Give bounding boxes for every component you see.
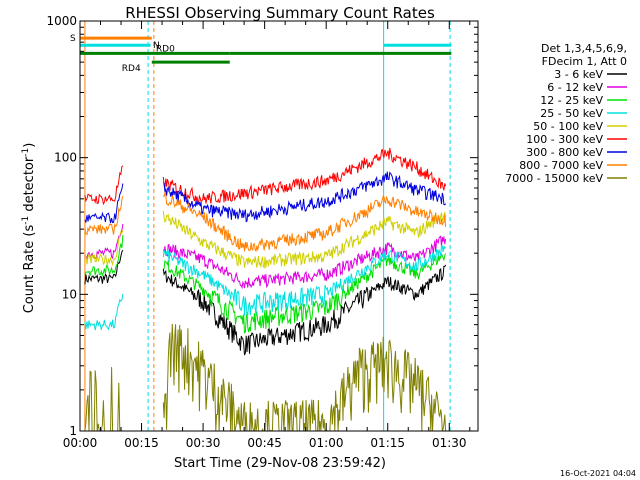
- y-tick-label: 1000: [46, 14, 77, 28]
- legend-label-6: 300 - 800 keV: [526, 146, 603, 159]
- y-axis-label-end: ): [22, 143, 37, 148]
- axes: 1 10 100 1000 00:00 00:15 00:30 00:45 01:00 01:15…: [46, 14, 479, 450]
- x-tick-label: 00:15: [124, 436, 159, 450]
- plot-area: [84, 21, 451, 431]
- series-1: [84, 223, 447, 290]
- series-7: [84, 191, 447, 253]
- legend: Det 1,3,4,5,6,9, FDecim 1, Att 0 3 - 6 k…: [505, 42, 627, 185]
- series-2: [84, 234, 447, 334]
- flag-RD4-label: RD4: [122, 64, 141, 74]
- series-4-line-b: [162, 210, 447, 269]
- series-5-line-a: [84, 165, 124, 206]
- series-8: [84, 323, 447, 432]
- plot-frame: [79, 20, 479, 432]
- series-1-line-b: [162, 235, 447, 290]
- flag-N-label: N: [153, 41, 160, 51]
- series-2-line-b: [163, 252, 447, 334]
- series-8-line-b: [162, 323, 447, 432]
- series-4-line-a: [84, 230, 124, 267]
- x-tick-label: 01:15: [370, 436, 405, 450]
- legend-label-3: 25 - 50 keV: [540, 107, 603, 120]
- series-5: [84, 147, 447, 206]
- series-3: [84, 244, 447, 331]
- flag-RD0-label: RD0: [156, 44, 175, 54]
- series-0-line-a: [84, 249, 124, 285]
- y-axis-label: Count Rate (s-1 detector-1): [21, 143, 37, 314]
- series-7-line-b: [162, 191, 447, 253]
- x-tick-label: 00:00: [63, 436, 98, 450]
- y-axis-label-sup2: -1: [21, 148, 31, 157]
- series-2-line-a: [84, 234, 124, 277]
- series-5-line-b: [162, 147, 447, 204]
- timestamp: 16-Oct-2021 04:04: [560, 469, 636, 478]
- y-tick-label: 10: [62, 287, 77, 301]
- series-6-line-a: [84, 183, 124, 224]
- flag-S-label: S: [70, 34, 76, 44]
- y-axis-label-sup: -1: [21, 216, 31, 225]
- y-tick-label: 1: [69, 424, 77, 438]
- x-tick-label: 00:30: [186, 436, 221, 450]
- legend-header-2: FDecim 1, Att 0: [542, 55, 627, 68]
- legend-label-4: 50 - 100 keV: [533, 120, 603, 133]
- legend-label-1: 6 - 12 keV: [547, 81, 603, 94]
- series-1-line-a: [84, 223, 124, 260]
- series-4: [84, 210, 447, 269]
- series-group: [84, 147, 447, 432]
- legend-header-1: Det 1,3,4,5,6,9,: [541, 42, 627, 55]
- series-6-line-b: [163, 171, 447, 223]
- x-axis-label: Start Time (29-Nov-08 23:59:42): [174, 456, 386, 471]
- chart-title: RHESSI Observing Summary Count Rates: [125, 4, 435, 22]
- legend-label-7: 800 - 7000 keV: [519, 159, 603, 172]
- series-8-line-a: [84, 367, 123, 432]
- series-7-line-a: [84, 195, 124, 236]
- legend-label-2: 12 - 25 keV: [540, 94, 603, 107]
- legend-label-0: 3 - 6 keV: [554, 68, 603, 81]
- series-3-line-a: [84, 293, 124, 331]
- legend-label-5: 100 - 300 keV: [526, 133, 603, 146]
- y-tick-label: 100: [54, 151, 77, 165]
- x-tick-label: 01:30: [432, 436, 467, 450]
- series-3-line-b: [162, 244, 447, 316]
- x-tick-label: 00:45: [247, 436, 282, 450]
- series-6: [84, 171, 447, 224]
- x-tick-label: 01:00: [309, 436, 344, 450]
- legend-label-8: 7000 - 15000 keV: [505, 172, 603, 185]
- y-axis-label-main: Count Rate (s: [22, 225, 37, 314]
- y-axis-label-mid: detector: [22, 156, 37, 216]
